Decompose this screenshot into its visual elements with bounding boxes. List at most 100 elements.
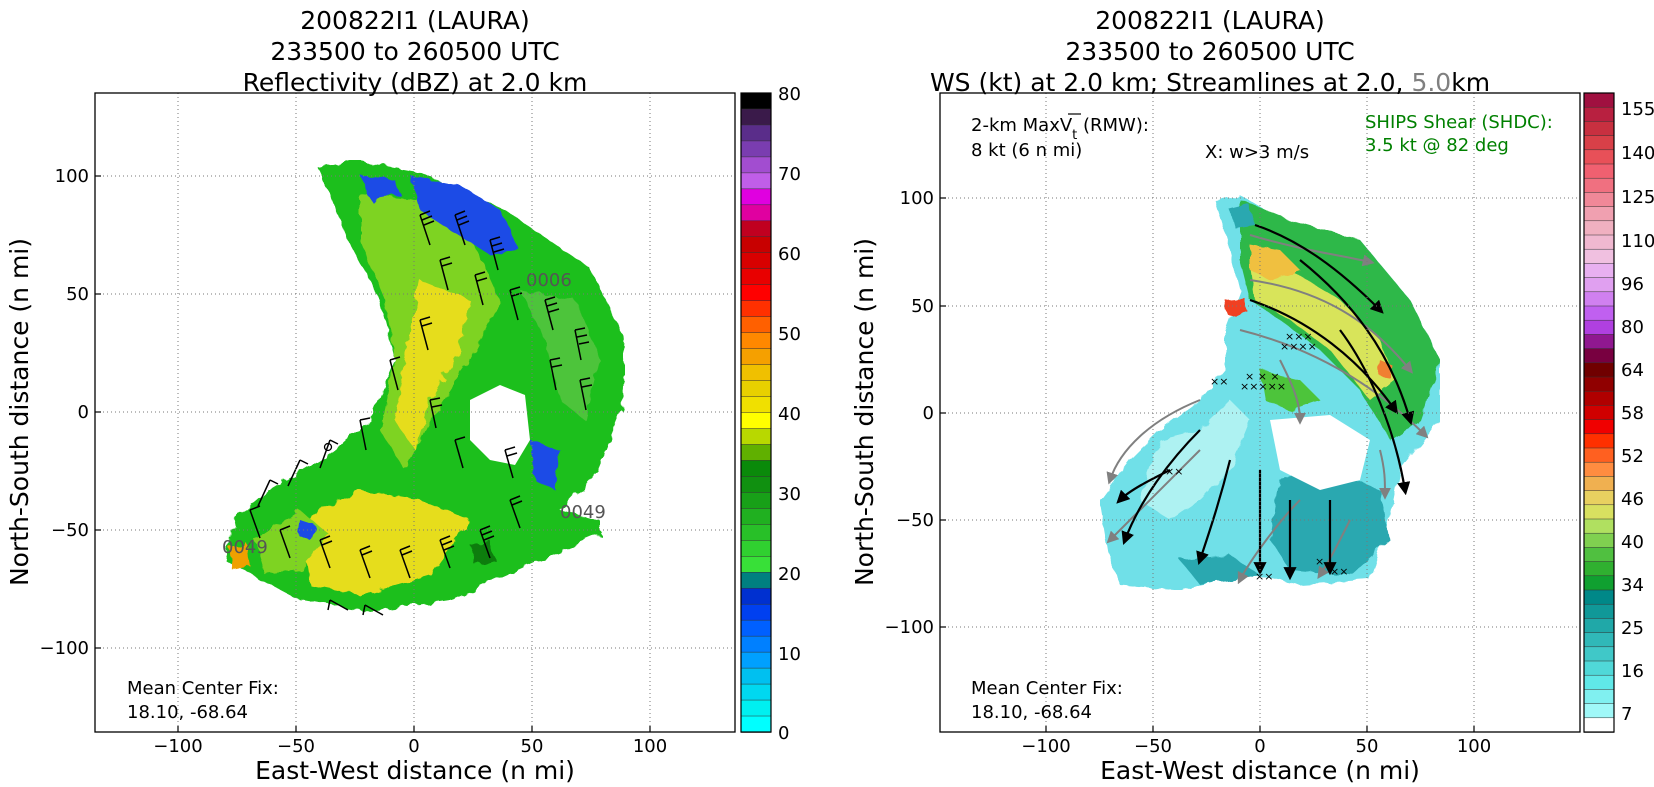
colorbar-segment [1583, 220, 1615, 236]
left-y-axis-label: North-South distance (n mi) [5, 238, 34, 586]
ships-shear-value: 3.5 kt @ 82 deg [1365, 135, 1509, 156]
colorbar-segment [740, 715, 772, 733]
right-cbar-tick: 25 [1621, 618, 1644, 639]
right-center-fix-label: Mean Center Fix: [971, 678, 1123, 699]
colorbar-segment [740, 380, 772, 398]
colorbar-segment [1583, 504, 1615, 520]
colorbar-segment [740, 348, 772, 366]
wind-barbs [249, 210, 593, 616]
right-title-line2: 233500 to 260500 UTC [1065, 37, 1355, 66]
colorbar-segment [740, 252, 772, 270]
colorbar-segment [740, 635, 772, 653]
left-colorbar-ticks: 80 70 60 50 40 30 20 10 0 [778, 84, 801, 744]
right-cbar-tick: 46 [1621, 489, 1644, 510]
colorbar-segment [740, 444, 772, 462]
svg-text:×: × [1315, 555, 1324, 568]
right-ytick: −100 [885, 617, 934, 638]
right-cbar-tick: 58 [1621, 403, 1644, 424]
svg-text:××: ×× [1330, 565, 1348, 578]
colorbar-segment [740, 460, 772, 478]
right-cbar-tick: 16 [1621, 661, 1644, 682]
colorbar-segment [1583, 575, 1615, 591]
colorbar-segment [740, 508, 772, 526]
colorbar-segment [1583, 703, 1615, 719]
colorbar-segment [1583, 177, 1615, 194]
right-ytick: −50 [896, 510, 934, 531]
colorbar-segment [1583, 305, 1615, 321]
colorbar-segment [1583, 319, 1615, 336]
left-cbar-tick: 80 [778, 84, 801, 105]
right-title-line3: WS (kt) at 2.0 km; Streamlines at 2.0, 5… [880, 67, 1540, 98]
colorbar-segment [740, 540, 772, 558]
left-cbar-tick: 70 [778, 164, 801, 185]
colorbar-segment [740, 603, 772, 621]
colorbar-segment [1583, 192, 1615, 208]
colorbar-segment [1583, 660, 1615, 676]
left-title-line2: 233500 to 260500 UTC [270, 37, 560, 66]
colorbar-segment [1583, 689, 1615, 705]
colorbar-segment [740, 156, 772, 174]
left-title-line3: Reflectivity (dBZ) at 2.0 km [242, 68, 588, 97]
colorbar-segment [740, 124, 772, 142]
right-title-line3-a: WS (kt) at 2.0 km; Streamlines at 2.0, [929, 68, 1404, 97]
updraft-markers: × × ×××××× ××××××× ×× ××× ×××× [1165, 330, 1348, 583]
colorbar-segment [740, 172, 772, 190]
colorbar-segment [740, 428, 772, 446]
colorbar-segment [740, 667, 772, 685]
colorbar-segment [1583, 646, 1615, 662]
colorbar-segment [740, 572, 772, 589]
right-cbar-tick: 64 [1621, 360, 1644, 381]
colorbar-segment [740, 556, 772, 574]
colorbar-segment [1583, 547, 1615, 563]
left-ytick: −50 [51, 520, 89, 541]
colorbar-segment [1583, 632, 1615, 648]
svg-text:×××××: ××××× [1240, 380, 1286, 393]
right-x-axis-label: East-West distance (n mi) [1100, 756, 1420, 785]
right-ytick: 0 [923, 403, 934, 424]
right-cbar-tick: 80 [1621, 317, 1644, 338]
colorbar-segment [740, 140, 772, 158]
left-center-fix-value: 18.10, -68.64 [127, 702, 248, 723]
left-cbar-tick: 30 [778, 484, 801, 505]
colorbar-segment [1583, 106, 1615, 123]
colorbar-segment [740, 699, 772, 717]
right-cbar-tick: 140 [1621, 143, 1654, 164]
colorbar-segment [1583, 206, 1615, 222]
colorbar-segment [1583, 92, 1615, 108]
colorbar-segment [1583, 461, 1615, 478]
left-cbar-tick: 10 [778, 644, 801, 665]
colorbar-segment [740, 284, 772, 302]
right-xtick: 100 [1457, 736, 1491, 757]
colorbar-segment [740, 300, 772, 318]
left-x-axis-label: East-West distance (n mi) [255, 756, 575, 785]
left-cbar-tick: 40 [778, 404, 801, 425]
flight-label-3: 0049 [560, 502, 606, 523]
svg-text:××: ×× [1165, 465, 1183, 478]
right-y-axis-label: North-South distance (n mi) [850, 238, 879, 586]
max-vt-value: 8 kt (6 n mi) [971, 140, 1082, 161]
colorbar-segment [1583, 433, 1615, 449]
right-cbar-tick: 40 [1621, 532, 1644, 553]
colorbar-segment [1583, 561, 1615, 577]
flight-label-1: 0006 [526, 270, 572, 291]
right-colorbar: 155 140 125 110 96 80 64 58 52 46 40 34 … [1583, 92, 1654, 733]
left-colorbar: 80 70 60 50 40 30 20 10 0 [740, 84, 801, 744]
right-plot: × × ×××××× ××××××× ×× ××× ×××× −100 −50 … [850, 92, 1581, 785]
svg-text:××: ×× [1255, 570, 1273, 583]
left-title-line1: 200822I1 (LAURA) [300, 6, 530, 35]
right-cbar-tick: 52 [1621, 446, 1644, 467]
right-xtick: −100 [1021, 736, 1070, 757]
colorbar-segment [740, 364, 772, 382]
left-center-fix-label: Mean Center Fix: [127, 678, 279, 699]
colorbar-segment [1583, 135, 1615, 151]
colorbar-segment [740, 236, 772, 254]
colorbar-segment [740, 619, 772, 637]
colorbar-segment [1583, 149, 1615, 165]
right-grid [940, 93, 1580, 732]
colorbar-segment [740, 188, 772, 206]
left-cbar-tick: 20 [778, 564, 801, 585]
left-colorbar-frame [740, 92, 772, 733]
colorbar-segment [740, 412, 772, 430]
colorbar-segment [740, 332, 772, 350]
updraft-legend-note: X: w>3 m/s [1205, 142, 1309, 163]
